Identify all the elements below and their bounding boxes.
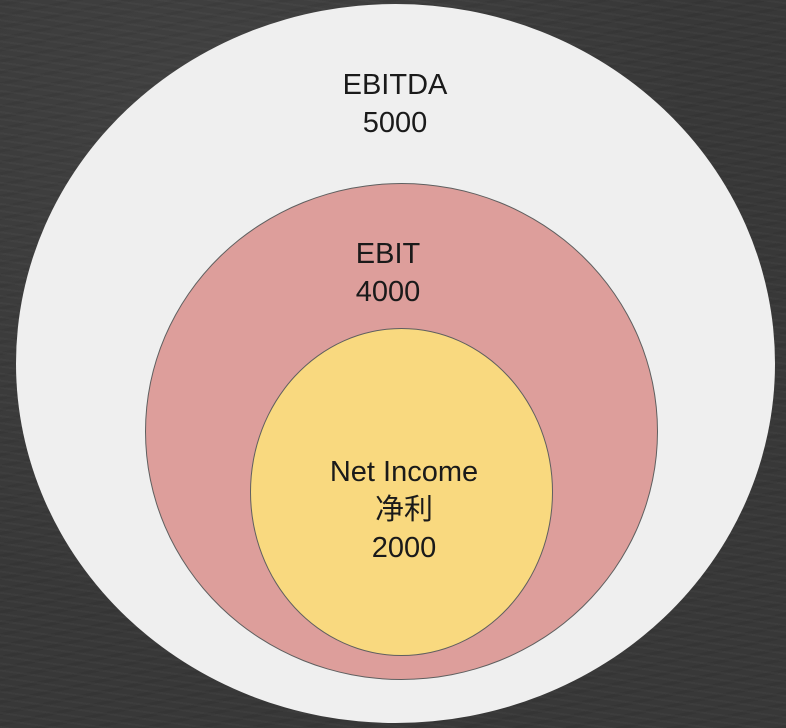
net-income-subtitle: 净利 [374, 494, 433, 526]
ebitda-title: EBITDA [342, 69, 448, 101]
ebit-value: 4000 [355, 276, 421, 308]
net-income-value: 2000 [371, 532, 437, 564]
ebit-label: EBIT 4000 [258, 235, 518, 311]
ebitda-value: 5000 [362, 107, 428, 139]
ebit-title: EBIT [355, 238, 421, 270]
net-income-label: Net Income 净利 2000 [274, 453, 534, 567]
net-income-circle [250, 328, 553, 656]
ebitda-label: EBITDA 5000 [265, 66, 525, 142]
net-income-title: Net Income [329, 456, 479, 488]
